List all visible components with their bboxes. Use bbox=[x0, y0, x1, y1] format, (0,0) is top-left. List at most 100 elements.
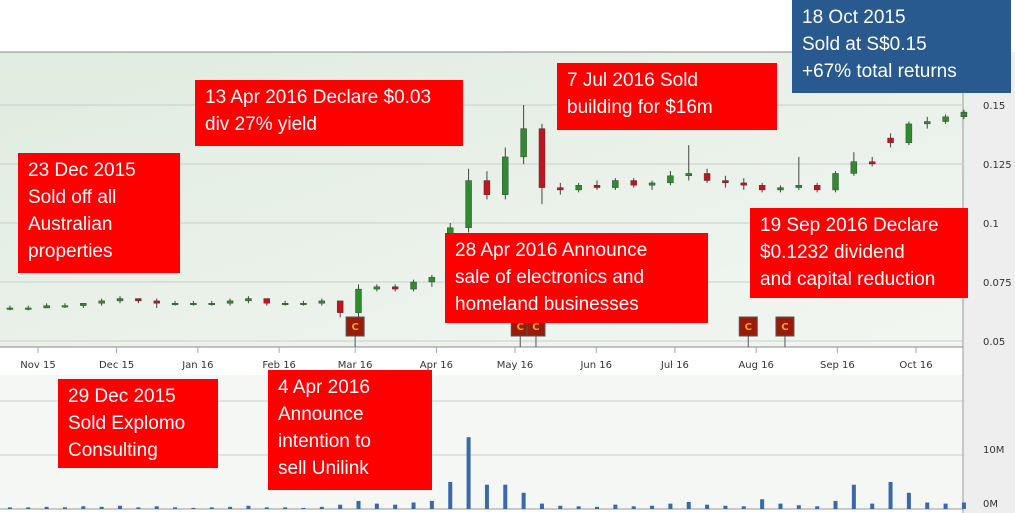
candle-body bbox=[300, 303, 307, 305]
candle-body bbox=[43, 305, 50, 309]
candle-body bbox=[575, 185, 582, 191]
x-tick-label: May 16 bbox=[497, 360, 534, 371]
volume-bar bbox=[503, 484, 508, 509]
volume-bar bbox=[925, 502, 930, 509]
volume-bar bbox=[796, 505, 801, 509]
candle-body bbox=[410, 281, 417, 290]
candle-body bbox=[813, 185, 821, 191]
volume-bar bbox=[393, 504, 398, 509]
volume-bar bbox=[319, 506, 324, 509]
candle-body bbox=[61, 305, 69, 308]
volume-bar bbox=[81, 506, 86, 509]
price-tick-label: 0.075 bbox=[983, 278, 1012, 289]
right-axis-panel bbox=[963, 52, 1015, 513]
x-tick-label: Oct 16 bbox=[899, 360, 932, 371]
candle-body bbox=[538, 128, 546, 188]
volume-bar bbox=[558, 505, 563, 509]
volume-bar bbox=[448, 482, 453, 509]
candle-body bbox=[318, 300, 326, 304]
volume-bar bbox=[484, 484, 489, 509]
note-australian-properties: 23 Dec 2015 Sold off all Australian prop… bbox=[18, 153, 180, 273]
volume-bar bbox=[870, 503, 875, 509]
volume-bar bbox=[668, 503, 673, 509]
volume-bar bbox=[778, 503, 783, 509]
note-explomo: 29 Dec 2015 Sold Explomo Consulting bbox=[58, 379, 218, 468]
candle-body bbox=[795, 185, 803, 188]
volume-bar bbox=[283, 507, 288, 509]
volume-bar bbox=[576, 506, 581, 509]
volume-bar bbox=[851, 484, 856, 509]
marker-label: C bbox=[351, 322, 358, 333]
candle-body bbox=[612, 180, 619, 188]
candle-body bbox=[392, 286, 399, 290]
volume-bar bbox=[815, 506, 820, 509]
volume-bar bbox=[833, 500, 838, 509]
volume-tick-label: 0M bbox=[983, 499, 998, 510]
candle-body bbox=[685, 173, 692, 177]
x-tick-label: Nov 15 bbox=[20, 360, 55, 371]
candle-body bbox=[336, 300, 344, 313]
volume-bar bbox=[246, 505, 251, 509]
volume-bar bbox=[888, 482, 893, 509]
volume-bar bbox=[264, 507, 269, 509]
volume-bar bbox=[466, 437, 471, 509]
marker-label: C bbox=[517, 322, 524, 333]
candle-body bbox=[98, 300, 105, 304]
candle-body bbox=[520, 128, 527, 158]
candle-body bbox=[263, 298, 270, 304]
volume-bar bbox=[26, 507, 31, 509]
candle-body bbox=[373, 286, 381, 290]
candle-body bbox=[777, 187, 784, 191]
candle-body bbox=[593, 185, 601, 188]
candle-body bbox=[740, 182, 747, 186]
candle-body bbox=[703, 173, 711, 181]
marker-label: C bbox=[532, 322, 539, 333]
price-tick-label: 0.125 bbox=[983, 160, 1012, 171]
price-tick-label: 0.15 bbox=[983, 101, 1005, 112]
candle-body bbox=[153, 300, 160, 304]
x-tick-label: Jun 16 bbox=[579, 360, 612, 371]
volume-bar bbox=[760, 499, 765, 509]
marker-label: C bbox=[781, 322, 788, 333]
x-tick-label: Feb 16 bbox=[262, 360, 296, 371]
candle-body bbox=[924, 121, 931, 125]
volume-bar bbox=[723, 505, 728, 509]
volume-bar bbox=[539, 503, 544, 509]
x-tick-label: Jan 16 bbox=[181, 360, 213, 371]
candle-body bbox=[942, 116, 949, 122]
volume-bar bbox=[99, 506, 104, 509]
volume-bar bbox=[961, 502, 966, 509]
volume-bar bbox=[613, 504, 618, 509]
note-sold-oct-2015: 18 Oct 2015 Sold at S$0.15 +67% total re… bbox=[792, 0, 1011, 93]
volume-bar bbox=[209, 507, 214, 509]
candle-body bbox=[869, 161, 876, 165]
x-tick-label: Mar 16 bbox=[338, 360, 373, 371]
candle-body bbox=[245, 298, 252, 302]
x-tick-label: Jul 16 bbox=[660, 360, 689, 371]
volume-bar bbox=[44, 506, 49, 509]
note-building-jul-2016: 7 Jul 2016 Sold building for $16m bbox=[557, 63, 777, 130]
x-tick-label: Apr 16 bbox=[420, 360, 453, 371]
volume-bar bbox=[943, 503, 948, 509]
volume-bar bbox=[411, 502, 416, 509]
volume-bar bbox=[338, 504, 343, 509]
note-dividend-sep-2016: 19 Sep 2016 Declare $0.1232 dividend and… bbox=[750, 208, 968, 298]
candle-body bbox=[648, 182, 656, 186]
volume-bar bbox=[705, 504, 710, 509]
candle-body bbox=[850, 161, 858, 174]
volume-bar bbox=[154, 506, 159, 509]
x-tick-label: Sep 16 bbox=[820, 360, 855, 371]
volume-bar bbox=[686, 501, 691, 509]
candle-body bbox=[905, 123, 913, 143]
candle-body bbox=[6, 307, 14, 310]
candle-body bbox=[502, 156, 509, 195]
candle-body bbox=[758, 185, 766, 191]
candle-body bbox=[722, 180, 729, 184]
volume-bar bbox=[741, 506, 746, 509]
note-sale-electronics: 28 Apr 2016 Announce sale of electronics… bbox=[445, 233, 708, 323]
x-tick-label: Aug 16 bbox=[738, 360, 773, 371]
candle-body bbox=[190, 303, 197, 305]
volume-bar bbox=[301, 507, 306, 509]
candle-body bbox=[483, 180, 491, 195]
marker-label: C bbox=[745, 322, 752, 333]
